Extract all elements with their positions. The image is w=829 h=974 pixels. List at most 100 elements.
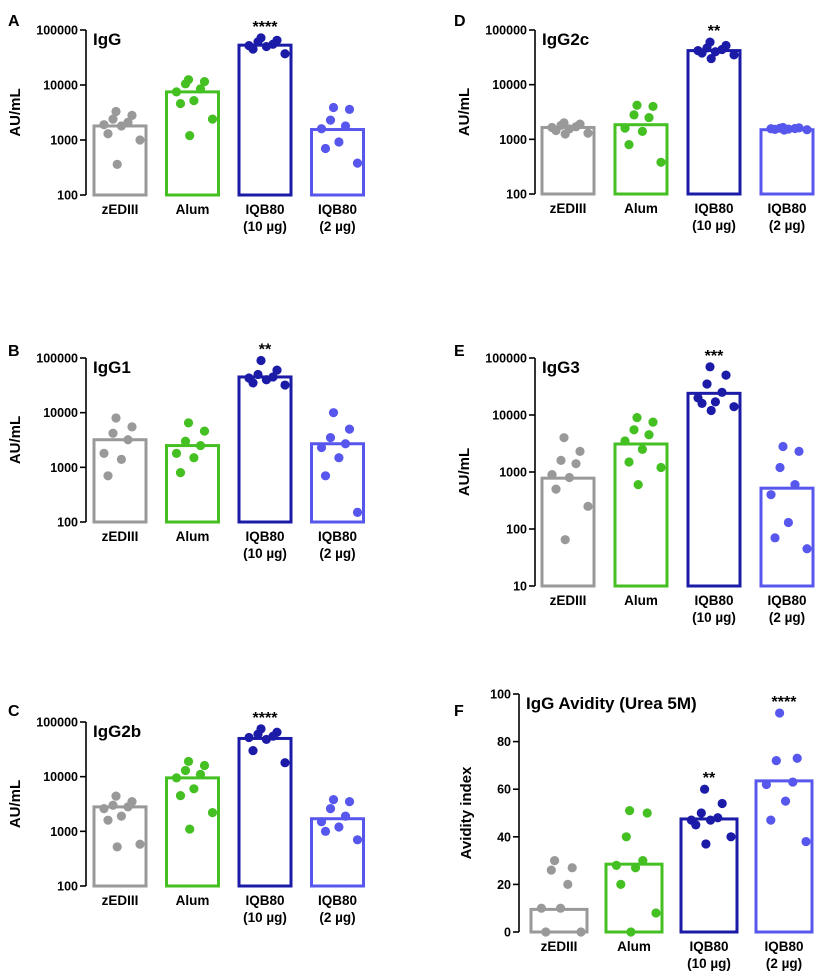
data-point xyxy=(261,41,271,52)
x-tick-sublabel: (2 µg) xyxy=(319,219,355,234)
data-point xyxy=(717,387,727,397)
x-tick-label: zEDIII xyxy=(550,593,587,608)
data-point xyxy=(761,779,772,790)
data-point xyxy=(717,798,727,809)
data-point xyxy=(171,448,182,458)
data-point xyxy=(256,355,266,366)
data-point xyxy=(624,140,634,150)
y-tick-label: 1000 xyxy=(499,133,527,147)
data-point xyxy=(116,454,126,464)
data-point xyxy=(185,131,195,141)
data-point xyxy=(792,753,802,763)
data-point xyxy=(583,128,593,138)
x-tick-sublabel: (2 µg) xyxy=(319,910,355,925)
data-point xyxy=(316,817,327,827)
y-tick-label: 100000 xyxy=(36,24,78,38)
data-point xyxy=(770,533,780,543)
x-tick-sublabel: (2 µg) xyxy=(766,956,802,971)
y-tick-label: 100000 xyxy=(485,24,527,38)
data-point xyxy=(123,802,133,812)
data-point xyxy=(729,50,739,60)
data-point xyxy=(705,815,716,825)
data-point xyxy=(328,795,339,805)
x-tick-label: IQB80 xyxy=(764,939,803,954)
significance-label: **** xyxy=(253,710,279,727)
panel-title: IgG Avidity (Urea 5M) xyxy=(526,694,697,713)
data-point xyxy=(207,114,218,124)
data-point xyxy=(325,804,336,814)
data-point xyxy=(352,507,363,517)
data-point xyxy=(766,490,776,500)
data-point xyxy=(651,908,661,918)
data-point xyxy=(340,439,351,449)
data-point xyxy=(616,879,626,890)
data-point xyxy=(344,796,355,807)
x-tick-label: IQB80 xyxy=(245,202,284,217)
data-point xyxy=(629,110,639,120)
x-tick-label: Alum xyxy=(617,939,651,954)
data-point xyxy=(802,544,812,554)
data-point xyxy=(771,756,781,766)
data-point xyxy=(328,102,339,113)
x-tick-label: Alum xyxy=(176,202,210,217)
y-tick-label: 100000 xyxy=(36,716,78,730)
data-point xyxy=(344,104,355,115)
data-point xyxy=(108,114,118,124)
y-axis-label: AU/mL xyxy=(456,448,473,496)
x-tick-label: IQB80 xyxy=(767,201,806,216)
data-point xyxy=(175,791,186,801)
data-point xyxy=(629,425,639,435)
data-point xyxy=(180,79,191,89)
data-point xyxy=(183,418,194,428)
panel-letter: A xyxy=(8,13,20,30)
data-point xyxy=(783,517,794,528)
data-point xyxy=(697,398,707,408)
data-point xyxy=(794,446,804,456)
data-point xyxy=(325,432,336,443)
data-point xyxy=(253,37,263,47)
data-point xyxy=(644,430,654,440)
data-point xyxy=(111,106,121,117)
data-point xyxy=(108,800,118,810)
data-point xyxy=(325,115,336,125)
bar xyxy=(165,90,220,197)
data-point xyxy=(560,129,570,139)
data-point xyxy=(123,435,133,445)
panel-letter: F xyxy=(454,703,464,720)
data-point xyxy=(180,765,191,776)
data-point xyxy=(127,422,137,432)
data-point xyxy=(171,87,182,97)
x-tick-label: Alum xyxy=(624,201,658,216)
data-point xyxy=(775,462,785,473)
y-tick-label: 20 xyxy=(497,878,511,892)
panel-b: B IgG1 100 1000 10000 100000 AU/mL zEDIII Alum IQ… xyxy=(7,342,365,561)
panel-c: C IgG2b 100 1000 10000 100000 AU/mL zEDIII Alum I… xyxy=(7,703,365,925)
bar xyxy=(310,128,365,197)
data-point xyxy=(546,865,556,875)
x-tick-sublabel: (2 µg) xyxy=(769,610,805,625)
bar xyxy=(613,442,669,588)
x-tick-label: IQB80 xyxy=(245,529,284,544)
x-tick-sublabel: (10 µg) xyxy=(243,546,287,561)
bar xyxy=(310,817,365,888)
data-point xyxy=(207,808,218,818)
y-axis-label: Avidity index xyxy=(458,766,475,859)
data-point xyxy=(111,413,121,423)
panel-a: A IgG 100 1000 10000 100000 AU/mL zEDIII Alum IQB… xyxy=(7,13,365,234)
data-point xyxy=(551,484,561,494)
data-point xyxy=(780,796,791,806)
x-tick-sublabel: (2 µg) xyxy=(769,218,805,233)
data-point xyxy=(770,124,780,134)
data-point xyxy=(189,96,199,106)
data-point xyxy=(108,428,118,438)
data-point xyxy=(135,135,145,145)
data-point xyxy=(112,842,122,852)
x-tick-sublabel: (10 µg) xyxy=(243,219,287,234)
significance-label: **** xyxy=(772,694,798,711)
data-point xyxy=(620,436,630,446)
data-point xyxy=(116,811,126,821)
data-point xyxy=(135,839,145,849)
panel-letter: B xyxy=(8,343,20,360)
significance-label: *** xyxy=(705,348,724,365)
data-point xyxy=(729,402,739,412)
